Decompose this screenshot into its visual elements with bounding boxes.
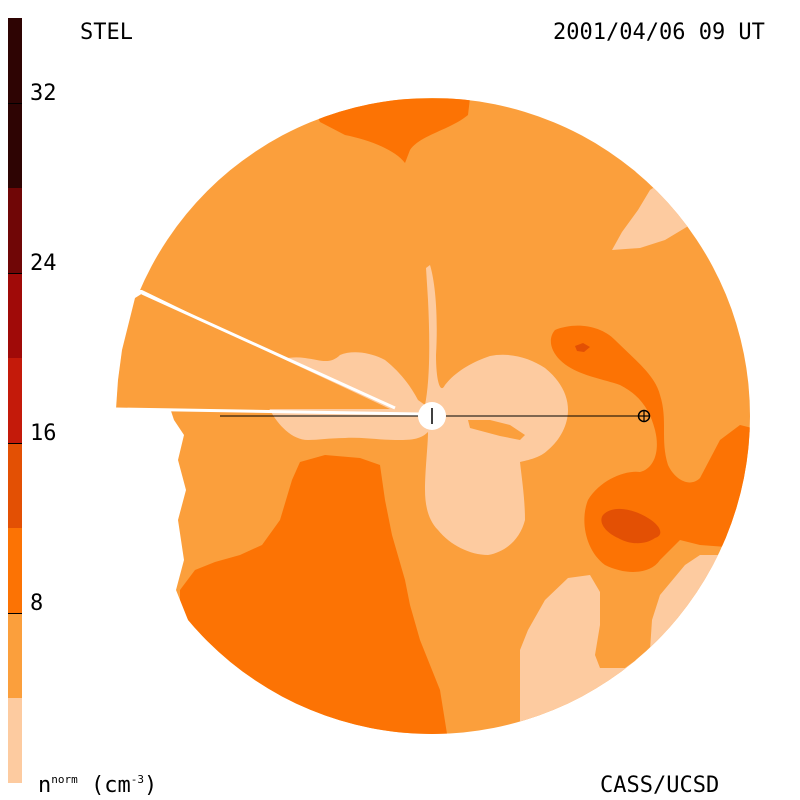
density-region-center (258, 265, 568, 555)
colorbar-segment (8, 528, 22, 613)
colorbar-segment (8, 698, 22, 783)
quantity-unit-superscript: -3 (130, 773, 144, 786)
colorbar-tick-label: 8 (30, 591, 44, 616)
colorbar-tick-label: 24 (30, 251, 57, 276)
colorbar-segment (8, 358, 22, 443)
earth-icon (637, 409, 651, 423)
colorbar-tick (8, 273, 22, 274)
quantity-unit-close: ) (144, 773, 158, 798)
data-edge-wedge-line (141, 291, 396, 410)
quantity-unit: (cm (91, 773, 131, 798)
quantity-superscript: norm (51, 773, 78, 786)
colorbar-quantity-label: nnorm (cm-3) (38, 773, 158, 798)
colorbar (8, 18, 22, 783)
density-region-center-notch (468, 420, 525, 440)
data-gap-step (100, 408, 188, 620)
colorbar-tick-label: 16 (30, 421, 57, 446)
density-region-peak-small (575, 343, 590, 352)
sun-icon (418, 402, 446, 430)
timestamp-label: 2001/04/06 09 UT (553, 20, 765, 45)
colorbar-tick (8, 613, 22, 614)
colorbar-tick-label: 32 (30, 81, 57, 106)
colorbar-segment (8, 443, 22, 528)
data-edge-base-line (115, 407, 421, 416)
data-edge-left (116, 293, 390, 409)
density-region-top (310, 98, 470, 163)
density-region-right (550, 325, 750, 572)
density-region-peak (601, 508, 661, 544)
colorbar-tick (8, 103, 22, 104)
instrument-label: STEL (80, 20, 133, 45)
colorbar-segment (8, 613, 22, 698)
quantity-base: n (38, 773, 52, 798)
credit-label: CASS/UCSD (600, 773, 720, 798)
colorbar-tick (8, 443, 22, 444)
colorbar-segment (8, 273, 22, 358)
colorbar-segment (8, 188, 22, 273)
